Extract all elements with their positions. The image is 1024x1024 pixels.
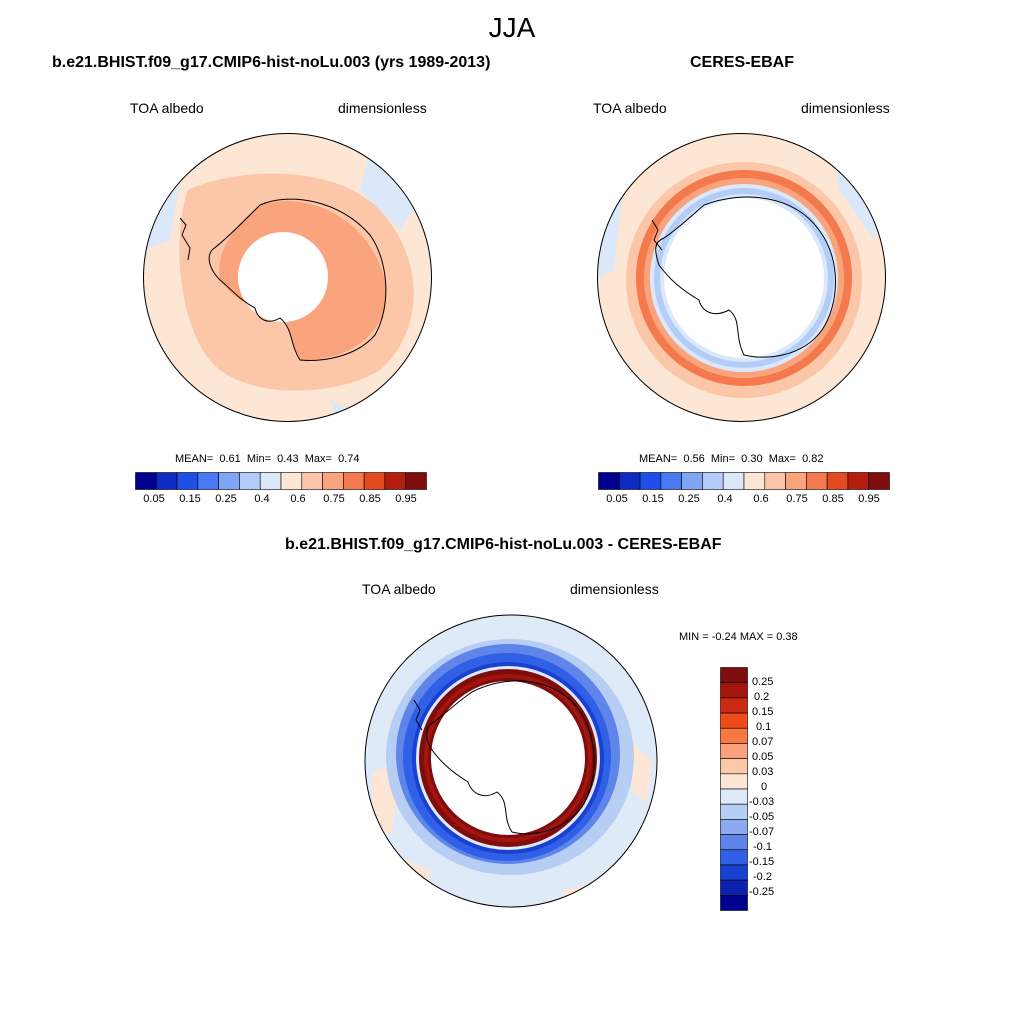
colorbar-swatch (826, 472, 849, 490)
tick-label: 0.75 (786, 493, 808, 505)
colorbar-swatch (743, 472, 766, 490)
tick-label: 0.25 (678, 493, 700, 505)
tick-label: -0.05 (749, 811, 775, 823)
colorbar-swatch (384, 472, 407, 490)
tick-label: -0.2 (753, 871, 772, 883)
colorbar-swatch (868, 472, 890, 490)
diff-colorbar-ticks: 0.25 0.2 0.15 0.1 0.07 0.05 0.03 0 -0.03… (749, 676, 812, 906)
colorbar-swatch (720, 697, 748, 714)
model-colorbar-ticks: 0.05 0.15 0.25 0.4 0.6 0.75 0.85 0.95 (0, 493, 1024, 509)
tick-label: 0.15 (179, 493, 201, 505)
obs-polar-map (597, 133, 886, 422)
tick-label: 0.25 (752, 676, 774, 688)
tick-label: 0.05 (143, 493, 165, 505)
tick-label: 0.1 (756, 721, 772, 733)
model-colorbar (135, 472, 427, 490)
tick-label: -0.07 (749, 826, 775, 838)
colorbar-swatch (598, 472, 620, 490)
colorbar-swatch (702, 472, 724, 490)
colorbar-swatch (280, 472, 303, 490)
tick-label: -0.15 (749, 856, 775, 868)
obs-colorbar-ticks: 0.05 0.15 0.25 0.4 0.6 0.75 0.85 0.95 (0, 493, 1024, 509)
diff-panel-title: b.e21.BHIST.f09_g17.CMIP6-hist-noLu.003 … (285, 536, 722, 553)
colorbar-swatch (322, 472, 344, 490)
tick-label: -0.03 (749, 796, 775, 808)
tick-label: -0.25 (749, 886, 775, 898)
colorbar-swatch (720, 849, 748, 866)
tick-label: 0.05 (752, 751, 774, 763)
colorbar-swatch (618, 472, 641, 490)
colorbar-swatch (722, 472, 745, 490)
colorbar-swatch (720, 758, 748, 775)
obs-units-label: dimensionless (801, 100, 890, 116)
colorbar-swatch (720, 788, 748, 805)
colorbar-swatch (681, 472, 703, 490)
colorbar-swatch (301, 472, 323, 490)
diff-colorbar (720, 667, 748, 911)
colorbar-swatch (405, 472, 427, 490)
colorbar-swatch (155, 472, 178, 490)
tick-label: 0.25 (215, 493, 237, 505)
colorbar-swatch (197, 472, 219, 490)
colorbar-swatch (660, 472, 682, 490)
tick-label: 0.4 (717, 493, 733, 505)
model-stats: MEAN= 0.61 Min= 0.43 Max= 0.74 (175, 453, 360, 465)
tick-label: 0.85 (359, 493, 381, 505)
colorbar-swatch (720, 712, 748, 729)
colorbar-swatch (720, 864, 748, 881)
colorbar-swatch (720, 667, 748, 683)
colorbar-swatch (785, 472, 807, 490)
colorbar-swatch (363, 472, 386, 490)
tick-label: 0.4 (254, 493, 270, 505)
colorbar-swatch (259, 472, 282, 490)
diff-units-label: dimensionless (570, 581, 659, 597)
tick-label: -0.1 (753, 841, 772, 853)
colorbar-swatch (720, 773, 748, 790)
model-units-label: dimensionless (338, 100, 427, 116)
colorbar-swatch (720, 727, 748, 744)
tick-label: 0.95 (858, 493, 880, 505)
diff-minmax: MIN = -0.24 MAX = 0.38 (679, 631, 798, 643)
page-title: JJA (488, 12, 536, 43)
obs-panel-title: CERES-EBAF (690, 54, 795, 71)
colorbar-swatch (720, 895, 748, 911)
colorbar-swatch (218, 472, 240, 490)
colorbar-swatch (720, 834, 748, 851)
tick-label: 0.15 (752, 706, 774, 718)
colorbar-swatch (720, 803, 748, 820)
model-panel-title: b.e21.BHIST.f09_g17.CMIP6-hist-noLu.003 … (52, 54, 491, 71)
tick-label: 0.6 (753, 493, 769, 505)
colorbar-swatch (720, 743, 748, 759)
colorbar-swatch (639, 472, 662, 490)
diff-variable-label: TOA albedo (362, 581, 436, 597)
obs-colorbar (598, 472, 890, 490)
tick-label: 0.05 (606, 493, 628, 505)
tick-label: 0.95 (395, 493, 417, 505)
colorbar-swatch (764, 472, 786, 490)
colorbar-swatch (176, 472, 199, 490)
colorbar-swatch (135, 472, 157, 490)
tick-label: 0.75 (323, 493, 345, 505)
diff-polar-map (364, 614, 658, 908)
colorbar-swatch (720, 682, 748, 699)
colorbar-swatch (239, 472, 261, 490)
colorbar-swatch (343, 472, 365, 490)
colorbar-swatch (720, 879, 748, 896)
obs-variable-label: TOA albedo (593, 100, 667, 116)
tick-label: 0.85 (822, 493, 844, 505)
tick-label: 0.07 (752, 736, 774, 748)
tick-label: 0.2 (754, 691, 770, 703)
tick-label: 0.6 (290, 493, 306, 505)
tick-label: 0 (761, 781, 768, 793)
colorbar-swatch (847, 472, 870, 490)
obs-stats: MEAN= 0.56 Min= 0.30 Max= 0.82 (639, 453, 824, 465)
tick-label: 0.03 (752, 766, 774, 778)
colorbar-swatch (720, 819, 748, 835)
colorbar-swatch (806, 472, 828, 490)
model-variable-label: TOA albedo (130, 100, 204, 116)
model-polar-map (143, 133, 432, 422)
tick-label: 0.15 (642, 493, 664, 505)
